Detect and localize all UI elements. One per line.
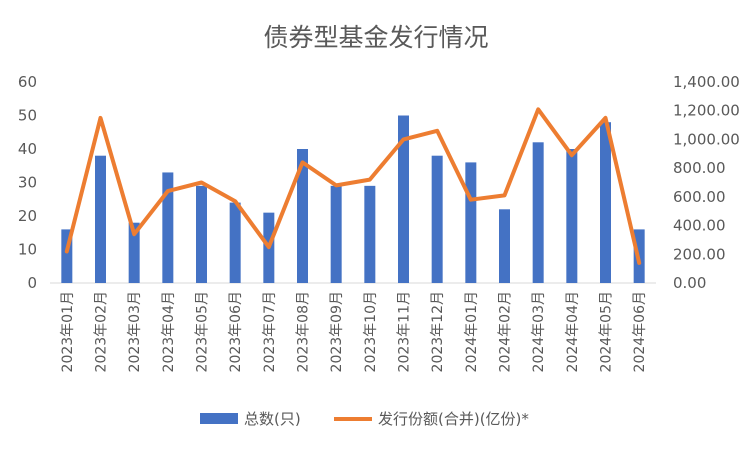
bar (95, 155, 106, 283)
right-tick-label: 200.00 (673, 245, 726, 263)
bar (128, 222, 140, 283)
x-tick-label: 2023年06月 (228, 291, 244, 372)
x-tick-label: 2023年09月 (329, 291, 345, 372)
right-tick-label: 0.00 (673, 274, 706, 292)
line-series (64, 107, 642, 265)
bar (566, 149, 578, 283)
left-tick-label: 60 (18, 73, 37, 91)
legend-bar-swatch (200, 413, 238, 424)
bar-series (61, 115, 645, 283)
bar (229, 202, 241, 283)
bar (600, 122, 611, 283)
bar (162, 172, 174, 283)
right-tick-label: 800.00 (673, 159, 726, 177)
legend: 总数(只) 发行份额(合并)(亿份)* (200, 410, 529, 428)
bar (61, 229, 73, 283)
x-tick-label: 2023年05月 (195, 291, 211, 372)
left-tick-label: 50 (18, 107, 37, 125)
left-tick-label: 20 (18, 207, 37, 225)
x-tick-label: 2024年03月 (531, 291, 547, 372)
bar (532, 142, 544, 283)
x-tick-label: 2023年02月 (94, 291, 110, 372)
x-tick-label: 2023年12月 (430, 291, 446, 372)
bar (499, 209, 510, 283)
right-tick-label: 600.00 (673, 188, 726, 206)
x-tick-label: 2023年01月 (60, 291, 76, 372)
x-tick-label: 2024年02月 (498, 291, 514, 372)
x-tick-label: 2024年06月 (632, 291, 648, 372)
right-tick-label: 1,200.00 (673, 102, 740, 120)
right-axis: 0.00 200.00 400.00 600.00 800.00 1,000.00 1,20… (673, 73, 740, 292)
x-tick-label: 2024年01月 (464, 291, 480, 372)
left-tick-label: 10 (18, 241, 37, 259)
x-tick-label: 2023年07月 (262, 291, 278, 372)
legend-bar-label: 总数(只) (244, 410, 301, 428)
right-tick-label: 400.00 (673, 217, 726, 235)
left-tick-label: 30 (18, 174, 37, 192)
bar (465, 162, 477, 283)
bar (196, 185, 207, 283)
left-tick-label: 40 (18, 140, 37, 158)
chart-title: 债券型基金发行情况 (263, 23, 488, 52)
x-tick-label: 2023年04月 (161, 291, 177, 372)
x-tick-label: 2023年11月 (397, 291, 413, 372)
right-tick-label: 1,000.00 (673, 130, 740, 148)
x-tick-label: 2024年04月 (565, 291, 581, 372)
x-tick-label: 2023年08月 (296, 291, 312, 372)
x-tick-label: 2023年10月 (363, 291, 379, 372)
left-tick-label: 0 (27, 274, 37, 292)
bar (398, 115, 409, 283)
legend-line-label: 发行份额(合并)(亿份)* (378, 410, 529, 428)
bar (297, 149, 308, 283)
series-line (64, 107, 642, 265)
x-axis: 2023年01月 2023年02月 2023年03月 2023年04月 2023年05月… (60, 291, 648, 372)
bar (330, 185, 342, 283)
right-tick-label: 1,400.00 (673, 73, 740, 91)
bar (364, 185, 376, 283)
x-tick-label: 2023年03月 (127, 291, 143, 372)
bar (431, 155, 443, 283)
left-axis: 0 10 20 30 40 50 60 (18, 73, 37, 292)
x-tick-label: 2024年05月 (599, 291, 615, 372)
